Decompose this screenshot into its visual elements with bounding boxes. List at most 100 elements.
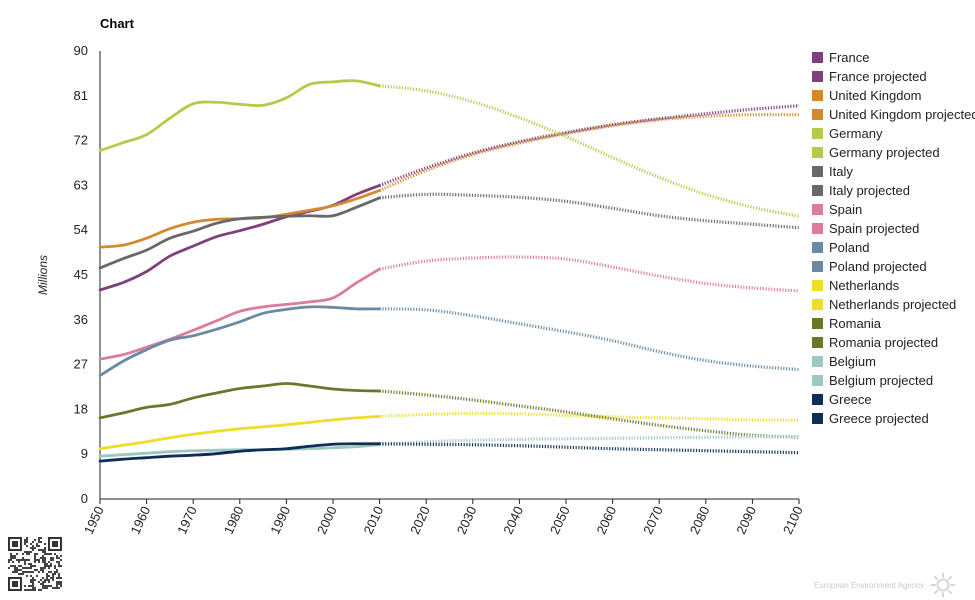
legend-swatch [812,71,823,82]
legend-item-netherlands[interactable]: Netherlands [812,276,975,295]
y-axis-title: Millions [36,255,50,295]
series-spain-projected[interactable] [379,255,800,293]
series-greece-projected[interactable] [379,442,800,455]
x-tick-label: 2080 [687,504,713,537]
y-tick-label: 54 [74,222,88,237]
legend-swatch [812,299,823,310]
legend-swatch [812,52,823,63]
x-tick-label: 2010 [361,504,387,537]
series-layer [98,79,800,463]
legend-item-france-projected[interactable]: France projected [812,67,975,86]
series-france[interactable] [98,184,381,292]
series-line-greece[interactable] [98,442,381,463]
y-tick-label: 90 [74,43,88,58]
legend-item-united-kingdom[interactable]: United Kingdom [812,86,975,105]
series-line-united-kingdom-projected[interactable] [378,113,800,192]
legend-label: Poland projected [829,259,927,274]
legend-swatch [812,280,823,291]
series-line-greece-projected[interactable] [379,442,800,455]
x-tick-label: 2050 [547,504,573,537]
series-line-italy[interactable] [98,196,381,270]
series-france-projected[interactable] [379,104,800,187]
series-belgium[interactable] [98,443,381,458]
series-greece[interactable] [98,442,381,463]
legend-label: Spain projected [829,221,920,236]
series-netherlands[interactable] [98,414,381,451]
legend-swatch [812,185,823,196]
series-line-poland-projected[interactable] [379,307,800,372]
x-tick-label: 2090 [733,504,759,537]
series-line-belgium-projected[interactable] [379,435,800,447]
legend-item-germany-projected[interactable]: Germany projected [812,143,975,162]
legend-item-greece-projected[interactable]: Greece projected [812,409,975,428]
series-poland-projected[interactable] [379,307,800,372]
legend-label: Poland [829,240,870,255]
series-line-romania-projected[interactable] [379,389,800,439]
x-tick-label: 2070 [640,504,666,537]
series-germany-projected[interactable] [379,84,800,218]
y-tick-label: 81 [74,88,88,103]
series-united-kingdom-projected[interactable] [378,113,800,192]
series-italy-projected[interactable] [379,192,800,230]
series-germany[interactable] [98,79,381,152]
legend-item-france[interactable]: France [812,48,975,67]
series-line-germany-projected[interactable] [379,84,800,218]
legend-label: Romania projected [829,335,939,350]
legend-swatch [812,318,823,329]
legend-swatch [812,90,823,101]
legend-label: Belgium [829,354,876,369]
x-tick-label: 1970 [174,504,200,537]
legend-label: Netherlands [829,278,900,293]
legend-label: Romania [829,316,882,331]
legend-item-spain[interactable]: Spain [812,200,975,219]
y-tick-label: 18 [74,401,88,416]
legend-label: Spain [829,202,863,217]
y-tick-label: 0 [81,491,88,506]
legend-swatch [812,109,823,120]
series-line-netherlands[interactable] [98,414,381,451]
series-spain[interactable] [98,267,381,361]
series-line-france[interactable] [98,184,381,292]
series-line-spain-projected[interactable] [379,255,800,293]
legend: France France projected United Kingdom Unit… [812,48,975,428]
legend-item-romania[interactable]: Romania [812,314,975,333]
legend-item-belgium-projected[interactable]: Belgium projected [812,371,975,390]
series-italy[interactable] [98,196,381,270]
legend-swatch [812,394,823,405]
legend-item-poland[interactable]: Poland [812,238,975,257]
series-line-germany[interactable] [98,79,381,152]
legend-item-germany[interactable]: Germany [812,124,975,143]
legend-label: Germany projected [829,145,940,160]
series-line-romania[interactable] [98,382,381,420]
y-tick-label: 9 [81,446,88,461]
y-tick-label: 63 [74,177,88,192]
series-belgium-projected[interactable] [379,435,800,447]
legend-label: Netherlands projected [829,297,957,312]
series-line-belgium[interactable] [98,443,381,458]
legend-label: Belgium projected [829,373,934,388]
y-tick-label: 45 [74,267,88,282]
legend-item-romania-projected[interactable]: Romania projected [812,333,975,352]
legend-item-united-kingdom-projected[interactable]: United Kingdom projected [812,105,975,124]
legend-label: Italy [829,164,853,179]
series-line-italy-projected[interactable] [379,192,800,230]
series-line-poland[interactable] [98,305,381,377]
legend-item-italy-projected[interactable]: Italy projected [812,181,975,200]
qr-code-icon [8,537,62,591]
series-line-france-projected[interactable] [379,104,800,187]
legend-item-netherlands-projected[interactable]: Netherlands projected [812,295,975,314]
series-poland[interactable] [98,305,381,377]
legend-swatch [812,166,823,177]
x-tick-label: 1990 [267,504,293,537]
legend-label: Italy projected [829,183,910,198]
legend-item-poland-projected[interactable]: Poland projected [812,257,975,276]
legend-item-belgium[interactable]: Belgium [812,352,975,371]
legend-label: France [829,50,870,65]
legend-item-greece[interactable]: Greece [812,390,975,409]
legend-item-spain-projected[interactable]: Spain projected [812,219,975,238]
legend-item-italy[interactable]: Italy [812,162,975,181]
series-romania[interactable] [98,382,381,420]
series-romania-projected[interactable] [379,389,800,439]
series-line-spain[interactable] [98,267,381,361]
